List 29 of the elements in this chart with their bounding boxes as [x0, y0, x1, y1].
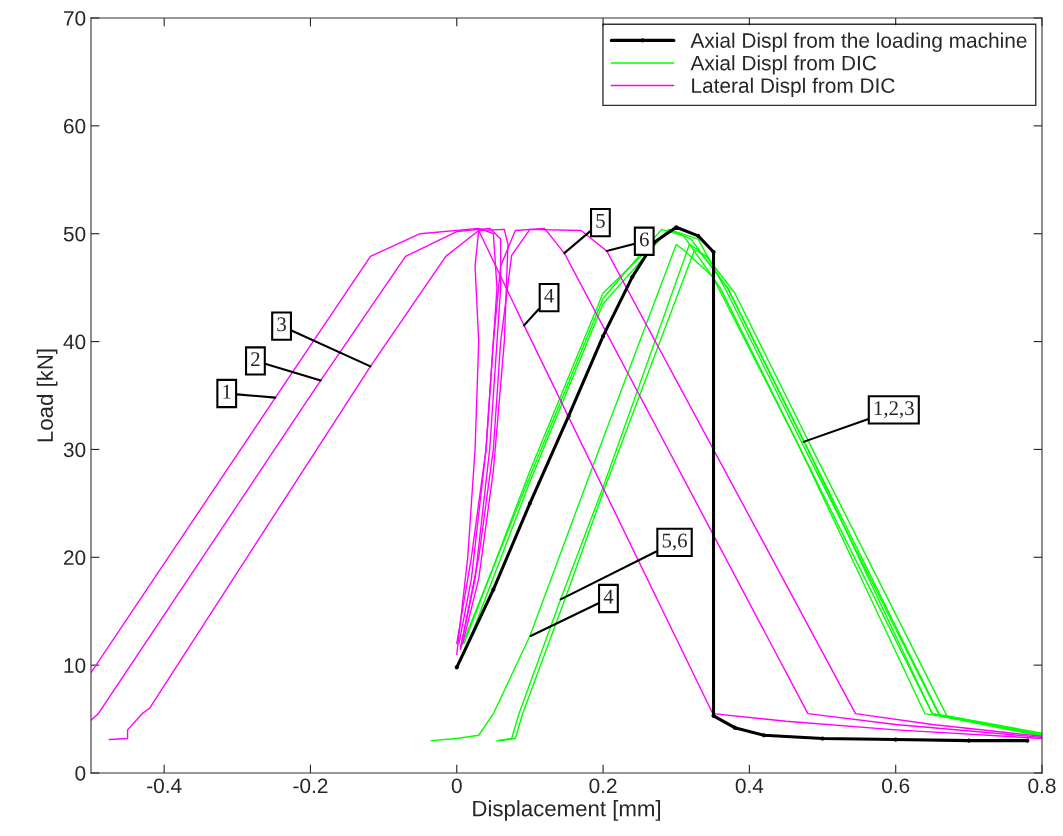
annotation: 3 — [277, 317, 286, 332]
y-tick-label: 50 — [63, 226, 86, 242]
legend-label: Axial Displ from the loading machine — [690, 32, 1027, 52]
annotation: 6 — [639, 232, 649, 247]
legend-label: Lateral Displ from DIC — [692, 77, 895, 98]
y-tick-label: 40 — [63, 334, 86, 350]
x-tick-label: 0.8 — [1028, 778, 1056, 794]
x-tick-label: -0.4 — [147, 778, 182, 794]
y-tick-label: 10 — [64, 658, 86, 673]
legend-label: Axial Displ from DIC — [690, 55, 877, 75]
annotation: 4 — [603, 589, 614, 604]
y-tick-label: 20 — [64, 550, 86, 566]
annotation: 4 — [544, 288, 554, 303]
x-tick-label: 0 — [451, 778, 462, 794]
x-tick-label: 0.4 — [735, 778, 764, 794]
y-tick-label: 0 — [75, 766, 86, 781]
y-axis-title: Load [kN] — [36, 349, 58, 442]
annotation: 2 — [251, 352, 260, 366]
annotation: 5,6 — [662, 533, 687, 551]
x-tick-label: 0.6 — [882, 778, 910, 794]
y-tick-label: 30 — [63, 442, 86, 458]
annotation: 1 — [223, 384, 231, 399]
annotation: 5 — [596, 213, 605, 228]
x-axis-title: Displacement [mm] — [473, 800, 661, 821]
x-tick-label: 0.2 — [589, 778, 617, 794]
annotation: 1,2,3 — [874, 401, 914, 419]
x-tick-label: -0.2 — [293, 778, 328, 794]
y-tick-label: 70 — [64, 11, 86, 26]
y-tick-label: 60 — [64, 118, 86, 134]
